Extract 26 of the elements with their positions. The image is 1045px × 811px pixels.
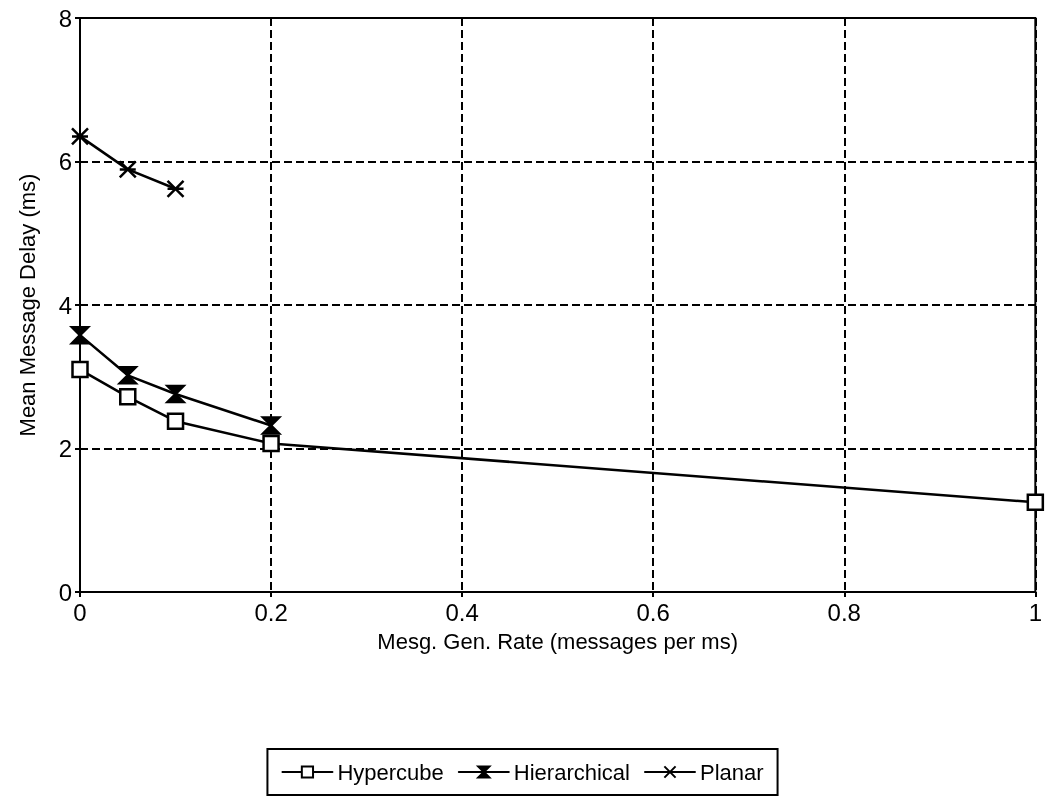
point [70, 325, 90, 345]
y-tick-label: 0 [58, 578, 72, 606]
x-tick-label: 1 [1028, 598, 1043, 626]
y-tick-label: 2 [58, 435, 72, 462]
point [71, 360, 89, 379]
legend-label: Planar [699, 759, 764, 785]
x-tick-label: 0.4 [445, 598, 479, 626]
y-tick-label: 6 [58, 148, 72, 175]
y-tick-label: 4 [58, 291, 72, 319]
y-axis-title: Mean Message Delay (ms) [14, 173, 40, 437]
x-tick-label: 0.6 [636, 598, 670, 626]
point [166, 179, 185, 199]
x-tick-label: 0.2 [254, 598, 288, 626]
x-axis-title: Mesg. Gen. Rate (messages per ms) [377, 628, 739, 654]
legend-label: Hierarchical [513, 759, 630, 785]
point [1026, 493, 1045, 512]
point [262, 434, 280, 453]
point [70, 127, 90, 146]
point [166, 412, 185, 430]
point [166, 384, 185, 404]
point [119, 388, 137, 406]
y-tick-label: 8 [58, 4, 72, 32]
x-tick-label: 0.8 [827, 598, 861, 626]
point [261, 416, 281, 435]
point [118, 160, 138, 179]
legend-label: Hypercube [337, 759, 444, 785]
